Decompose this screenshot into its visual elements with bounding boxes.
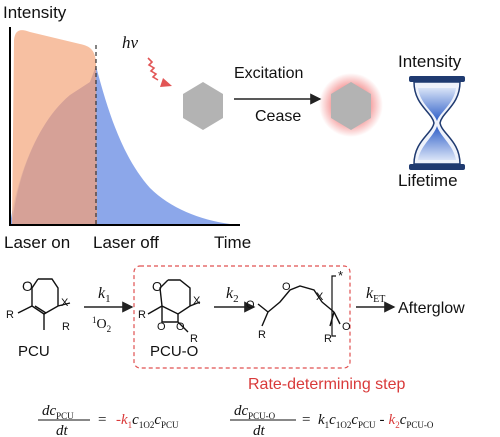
k2-step: k2 (214, 285, 256, 313)
eq1-c1: c (132, 412, 139, 428)
x-axis-label: Time (214, 233, 251, 252)
eq2-k1-sub: 1 (325, 420, 330, 430)
eq2-k2: k (389, 412, 396, 428)
rate-determining-label: Rate-determining step (248, 376, 406, 393)
intensity-plot: Intensity Time Laser on Laser off (3, 3, 251, 252)
eq2-c3: c (400, 412, 407, 428)
eq1-numerator-sub: PCU (56, 411, 74, 421)
excitation-label: Excitation (234, 65, 303, 82)
eq2-c2: c (351, 412, 358, 428)
pcu-o-peroxide-o2: O (176, 321, 185, 333)
overlap-area (12, 66, 97, 225)
hexagon-ground-state (183, 82, 223, 130)
eq1-k: k (121, 412, 128, 428)
rate-determining-box (133, 265, 351, 369)
k1-sub: 1 (105, 293, 111, 305)
equation-pcu-o: dcPCU-O dt = k1c1O2cPCU - k2cPCU-O (230, 403, 434, 437)
pcu-r2: R (62, 321, 70, 333)
pcu-o-x-atom: X (193, 295, 201, 307)
svg-text:k1: k1 (98, 285, 111, 305)
eq1-numerator-d: dc (42, 403, 57, 419)
singlet-o2-sup: 1 (92, 315, 97, 325)
pcu-label: PCU (18, 343, 50, 360)
eq2-k2-sub: 2 (395, 420, 400, 430)
cease-label: Cease (255, 108, 301, 125)
k2-base: k (226, 285, 234, 302)
photon-wave-icon (147, 57, 159, 81)
svg-text:1O2: 1O2 (92, 315, 111, 334)
eq1-denominator: dt (56, 423, 69, 437)
ket-sub: ET (373, 294, 385, 305)
excited-star: * (338, 268, 343, 283)
eq2-equals: = (302, 412, 310, 428)
laser-on-label: Laser on (4, 233, 70, 252)
k2-sub: 2 (233, 293, 239, 305)
hourglass-panel: Intensity Lifetime (398, 52, 465, 190)
afterglow-label: Afterglow (398, 300, 465, 317)
singlet-o2-base: O (97, 317, 107, 332)
pcu-o-peroxide-o1: O (157, 321, 166, 333)
hexagon-glowing (331, 82, 371, 130)
eq2-minus: - (380, 412, 385, 428)
y-axis-label: Intensity (3, 3, 67, 22)
eq1-c2-sub: PCU (161, 420, 179, 430)
eq2-denominator: dt (253, 423, 266, 437)
hourglass-bottom-label: Lifetime (398, 171, 458, 190)
eq1-c1-sub: 1O2 (139, 420, 155, 430)
k1-step: k1 1O2 (84, 285, 134, 334)
reaction-scheme: O X R R PCU k1 1O2 O X O O R R PCU-O (6, 265, 465, 393)
eq2-c2-sub: PCU (358, 420, 376, 430)
pcu-o-molecule: O X O O R R PCU-O (138, 279, 201, 360)
pcu-x-atom: X (61, 297, 69, 309)
excitation-panel: hv Excitation Cease (122, 33, 383, 137)
product-o3: O (342, 321, 351, 333)
pcu-o-r1: R (138, 309, 146, 321)
eq2-c1: c (329, 412, 336, 428)
eq1-minus: - (116, 412, 121, 428)
eq1-c2: c (154, 412, 161, 428)
excited-carbonyl-product: O X O O R R * (246, 268, 351, 345)
ket-base: k (366, 285, 374, 302)
svg-text:dcPCU: dcPCU (42, 403, 74, 421)
singlet-o2-sub: 2 (107, 324, 112, 334)
svg-text:kET: kET (366, 285, 385, 305)
eq2-c1-sub: 1O2 (336, 420, 352, 430)
photon-label: hv (122, 33, 139, 52)
eq2-k1: k (318, 412, 325, 428)
product-x: X (316, 291, 324, 303)
svg-text:k1c1O2cPCU-k2cPCU-O: k1c1O2cPCU - k2cPCU-O (318, 412, 434, 430)
k1-base: k (98, 285, 106, 302)
equation-pcu: dcPCU dt = -k1c1O2cPCU (38, 403, 179, 437)
eq1-k-sub: 1 (128, 420, 133, 430)
product-r1: R (258, 329, 266, 341)
eq1-equals: = (98, 412, 106, 428)
eq2-numerator-sub: PCU-O (248, 411, 276, 421)
ket-step: kET (356, 285, 396, 313)
pcu-o-ring-o: O (152, 279, 162, 294)
pcu-o-atom: O (22, 278, 33, 294)
pcu-molecule: O X R R PCU (6, 278, 71, 360)
product-o2: O (246, 299, 255, 311)
svg-text:dcPCU-O: dcPCU-O (234, 403, 276, 421)
laser-off-label: Laser off (93, 233, 159, 252)
pcu-r1: R (6, 309, 14, 321)
pcu-o-r2: R (190, 333, 198, 345)
svg-text:k2: k2 (226, 285, 239, 305)
hourglass-icon (409, 76, 465, 170)
rate-equations: dcPCU dt = -k1c1O2cPCU dcPCU-O dt = k1c1… (38, 403, 434, 437)
product-o1: O (282, 281, 291, 293)
eq2-c3-sub: PCU-O (406, 420, 434, 430)
photon-arrowhead-icon (160, 78, 172, 87)
hourglass-top-label: Intensity (398, 52, 462, 71)
product-r2: R (324, 333, 332, 345)
pcu-o-label: PCU-O (150, 343, 198, 360)
eq2-numerator-d: dc (234, 403, 249, 419)
svg-text:-k1c1O2cPCU: -k1c1O2cPCU (116, 412, 179, 430)
